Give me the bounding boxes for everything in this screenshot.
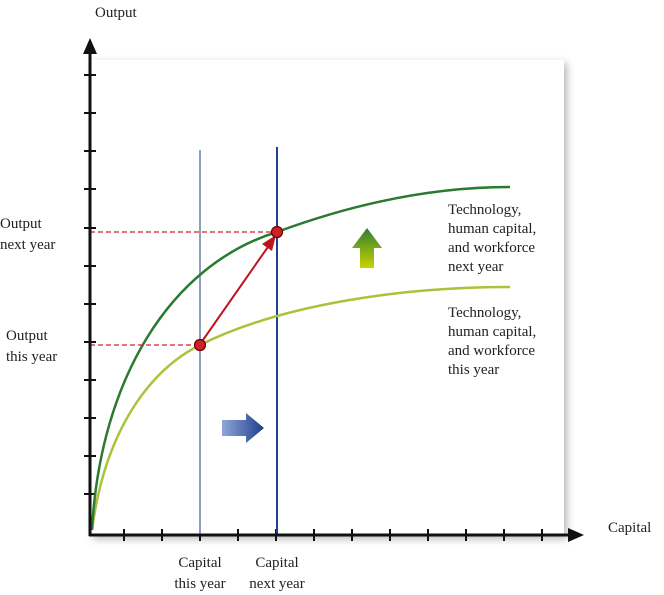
y-label: next year	[0, 237, 55, 253]
plot-area	[90, 60, 564, 536]
x-label: next year	[249, 576, 304, 592]
y-axis-arrow	[83, 38, 97, 54]
point-this-year	[193, 338, 207, 352]
point-next-year	[270, 225, 284, 239]
curve-label: human capital,	[448, 324, 536, 340]
y-axis-label: Output	[95, 5, 138, 21]
up-arrow	[352, 228, 382, 268]
curve-next-year	[90, 185, 511, 531]
shift-arrowhead	[262, 235, 276, 251]
x-axis-arrow	[568, 528, 584, 542]
curve-label: Technology,	[448, 202, 521, 218]
curve-label: and workforce	[448, 343, 535, 359]
curve-label: this year	[448, 362, 499, 378]
right-arrow	[222, 413, 264, 443]
x-axis-label: Capital	[608, 520, 651, 536]
curve-label: next year	[448, 259, 503, 275]
y-label: Output	[0, 216, 43, 232]
x-label: this year	[174, 576, 225, 592]
y-label: Output	[6, 328, 49, 344]
y-label: this year	[6, 349, 57, 365]
curve-label: and workforce	[448, 240, 535, 256]
shift-arrow	[202, 243, 271, 341]
x-label: Capital	[178, 555, 221, 571]
curve-label: human capital,	[448, 221, 536, 237]
x-label: Capital	[255, 555, 298, 571]
curve-label: Technology,	[448, 305, 521, 321]
